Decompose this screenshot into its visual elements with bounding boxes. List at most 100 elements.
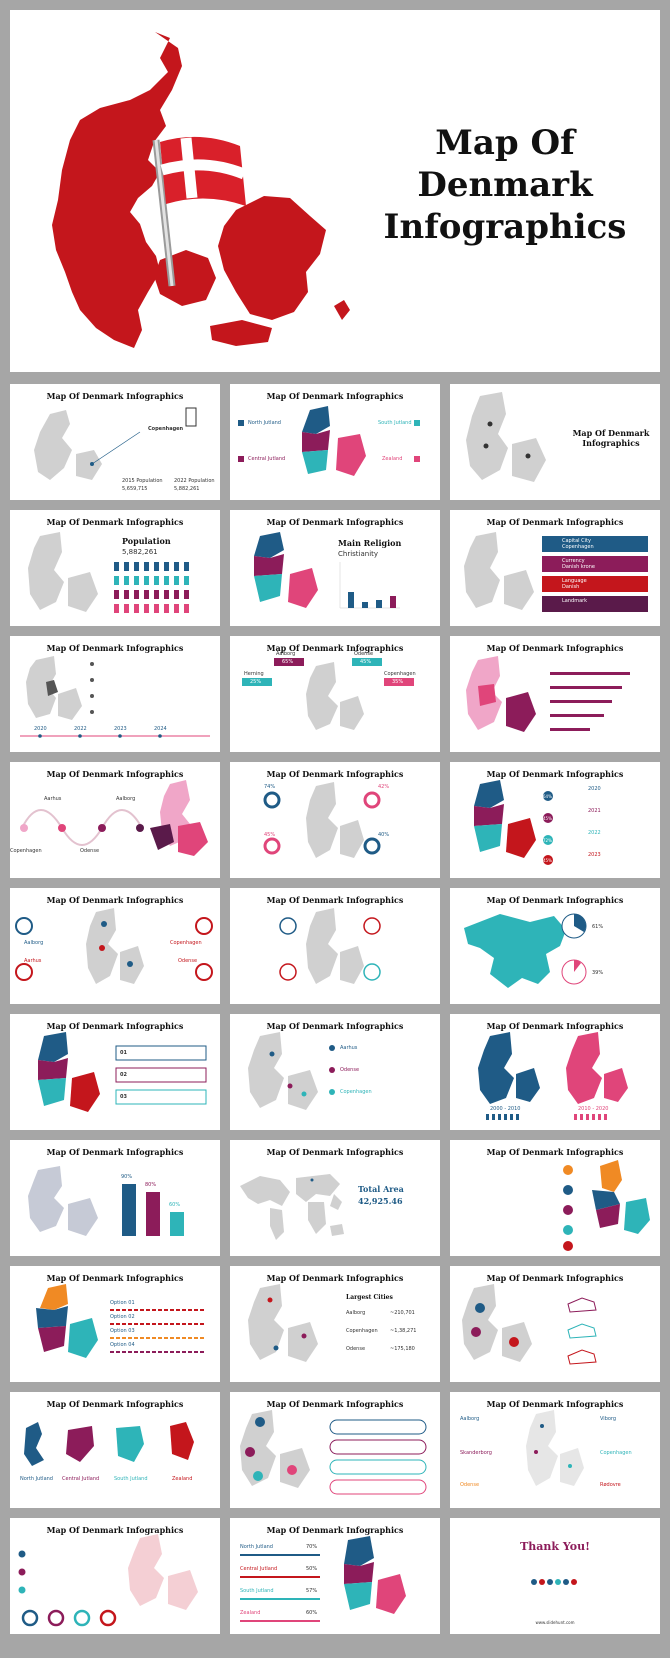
stat-percentage: 61% bbox=[592, 924, 604, 930]
slide-graphic bbox=[248, 1284, 318, 1362]
city-population: ~210,701 bbox=[390, 1310, 415, 1316]
stat-percentage: 35% bbox=[392, 679, 404, 685]
slide-graphic bbox=[464, 913, 587, 988]
timeline-year: 2024 bbox=[154, 726, 167, 732]
slide-thumbnail-1[interactable]: Map Of Denmark Infographics Copenhagen 2… bbox=[10, 384, 220, 500]
slide-title: Map Of Denmark Infographics bbox=[46, 769, 184, 779]
slide-thumbnail-14[interactable]: Map Of Denmark Infographics bbox=[230, 888, 440, 1004]
city-label: Rødovre bbox=[600, 1482, 621, 1488]
slide-graphic bbox=[18, 1534, 198, 1627]
main-title: Map Of Denmark Infographics bbox=[365, 122, 645, 248]
slide-graphic bbox=[36, 1284, 206, 1358]
slide-graphic bbox=[24, 1422, 194, 1466]
timeline-year: 2023 bbox=[114, 726, 127, 732]
slide-thumbnail-20[interactable]: Map Of Denmark Infographics Total Area 4… bbox=[230, 1140, 440, 1256]
fact-row-value: Danish krone bbox=[562, 564, 595, 570]
slide-graphic bbox=[279, 908, 381, 984]
city-label: Aalborg bbox=[460, 1416, 480, 1422]
slide-graphic bbox=[20, 780, 208, 856]
slide-thumbnail-26[interactable]: Map Of Denmark Infographics bbox=[230, 1392, 440, 1508]
slide-graphic bbox=[464, 532, 648, 612]
slide-title: Map Of Denmark Infographics bbox=[46, 895, 184, 905]
slide-thumbnail-6[interactable]: Map Of Denmark Infographics Capital City… bbox=[450, 510, 660, 626]
slide-thumbnail-5[interactable]: Map Of Denmark Infographics Main Religio… bbox=[230, 510, 440, 626]
slide-thumbnail-4[interactable]: Map Of Denmark Infographics Population 5… bbox=[10, 510, 220, 626]
website-link[interactable]: www.slidehunt.com bbox=[535, 1620, 575, 1625]
slide-thumbnail-9[interactable]: Map Of Denmark Infographics bbox=[450, 636, 660, 752]
region-label: North Jutland bbox=[20, 1476, 53, 1482]
slide-title: Map Of Denmark Infographics bbox=[46, 391, 184, 401]
stat-percentage: 64% bbox=[543, 794, 552, 799]
city-population: ~1,38,271 bbox=[390, 1328, 417, 1334]
slide-graphic bbox=[474, 780, 553, 865]
slide-title: Map Of Denmark Infographics bbox=[266, 1273, 404, 1283]
slide-title: Map Of Denmark Infographics bbox=[266, 643, 404, 653]
slide-thumbnail-17[interactable]: Map Of Denmark Infographics Aarhus Odens… bbox=[230, 1014, 440, 1130]
slide-thumbnail-18[interactable]: Map Of Denmark Infographics 2000 - 2010 … bbox=[450, 1014, 660, 1130]
city-label: Aalborg bbox=[24, 940, 44, 946]
slide-title: Map Of Denmark Infographics bbox=[266, 391, 404, 401]
slide-graphic bbox=[28, 532, 189, 613]
slide-thumbnail-2[interactable]: Map Of Denmark Infographics North Jutlan… bbox=[230, 384, 440, 500]
slide-thumbnail-7[interactable]: Map Of Denmark Infographics 2020 2022 20… bbox=[10, 636, 220, 752]
city-label: Viborg bbox=[600, 1416, 617, 1422]
slide-title: Map Of Denmark Infographics bbox=[266, 895, 404, 905]
city-label: Skanderborg bbox=[460, 1450, 492, 1456]
option-label: Option 04 bbox=[110, 1342, 135, 1348]
slide-thumbnail-29[interactable]: Map Of Denmark Infographics North Jutlan… bbox=[230, 1518, 440, 1634]
city-label: Copenhagen bbox=[346, 1328, 378, 1334]
slide-title: Map Of Denmark Infographics bbox=[486, 1021, 624, 1031]
stat-percentage: 65% bbox=[282, 659, 294, 665]
city-label: Copenhagen bbox=[148, 426, 184, 432]
title-line-3: Infographics bbox=[383, 207, 627, 247]
thank-you-heading: Thank You! bbox=[520, 1540, 590, 1553]
city-label: Aarhus bbox=[44, 796, 62, 802]
city-label: Odense bbox=[178, 958, 198, 964]
slide-thumbnail-22[interactable]: Map Of Denmark Infographics Option 01 Op… bbox=[10, 1266, 220, 1382]
slide-thumbnail-21[interactable]: Map Of Denmark Infographics bbox=[450, 1140, 660, 1256]
step-number: 02 bbox=[120, 1072, 127, 1078]
city-label: Odense bbox=[80, 848, 100, 854]
slide-title: Map Of Denmark Infographics bbox=[46, 517, 184, 527]
stat-percentage: 42% bbox=[378, 784, 390, 790]
slide-thumbnail-12[interactable]: Map Of Denmark Infographics 2020 2021 20… bbox=[450, 762, 660, 878]
slide-thumbnail-16[interactable]: Map Of Denmark Infographics 01 02 03 bbox=[10, 1014, 220, 1130]
slide-thumbnail-19[interactable]: Map Of Denmark Infographics 90% 80% 60% bbox=[10, 1140, 220, 1256]
slide-thumbnail-11[interactable]: Map Of Denmark Infographics 74% 42% 45% … bbox=[230, 762, 440, 878]
title-slide[interactable]: Map Of Denmark Infographics bbox=[10, 10, 660, 372]
slide-title: Map Of Denmark Infographics bbox=[486, 517, 624, 527]
slide-thumbnail-3[interactable]: Map Of Denmark Infographics bbox=[450, 384, 660, 500]
slide-title: Map Of Denmark Infographics bbox=[266, 517, 404, 527]
timeline-year: 2020 bbox=[34, 726, 47, 732]
slide-thumbnail-10[interactable]: Map Of Denmark Infographics Aarhus Aalbo… bbox=[10, 762, 220, 878]
region-label: North Jutland bbox=[240, 1544, 273, 1550]
population-2015-value: 5,659,715 bbox=[122, 486, 148, 492]
fact-row-label: Landmark bbox=[562, 598, 588, 604]
religion-value: Christianity bbox=[338, 550, 379, 558]
slide-thumbnail-23[interactable]: Map Of Denmark Infographics Largest Citi… bbox=[230, 1266, 440, 1382]
slide-thumbnail-24[interactable]: Map Of Denmark Infographics bbox=[450, 1266, 660, 1382]
slide-graphic bbox=[28, 1166, 184, 1236]
slide-title: Map Of Denmark Infographics bbox=[486, 643, 624, 653]
city-label: Aalborg bbox=[116, 796, 136, 802]
stat-percentage: 45% bbox=[264, 832, 276, 838]
slide-thumbnail-25[interactable]: Map Of Denmark Infographics North Jutlan… bbox=[10, 1392, 220, 1508]
fact-row-label: Currency bbox=[562, 558, 585, 564]
year-label: 2022 bbox=[588, 830, 601, 836]
slide-thumbnail-27[interactable]: Map Of Denmark Infographics Aalborg Vibo… bbox=[450, 1392, 660, 1508]
slide-graphic bbox=[240, 1174, 344, 1240]
city-label: Odense bbox=[340, 1067, 360, 1073]
year-label: 2021 bbox=[588, 808, 601, 814]
slide-thumbnail-8[interactable]: Map Of Denmark Infographics 65% 45% 25% … bbox=[230, 636, 440, 752]
year-label: 2023 bbox=[588, 852, 601, 858]
slide-thumbnail-28[interactable]: Map Of Denmark Infographics bbox=[10, 1518, 220, 1634]
slide-graphic bbox=[462, 1284, 597, 1365]
slide-thumbnail-15[interactable]: Map Of Denmark Infographics 61% 39% bbox=[450, 888, 660, 1004]
slide-graphic bbox=[478, 1032, 628, 1120]
slide-thumbnail-13[interactable]: Map Of Denmark Infographics Aalborg Cope… bbox=[10, 888, 220, 1004]
slide-thumbnail-30[interactable]: Thank You! www.slidehunt.com bbox=[450, 1518, 660, 1634]
city-label: Aalborg bbox=[276, 651, 296, 657]
denmark-map-illustration bbox=[52, 32, 350, 348]
region-label: Zealand bbox=[172, 1476, 193, 1482]
slide-title: Map Of Denmark Infographics bbox=[486, 769, 624, 779]
